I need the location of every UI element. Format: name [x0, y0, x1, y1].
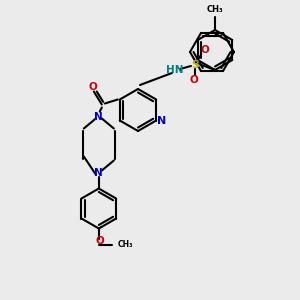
Text: CH₃: CH₃	[207, 5, 223, 14]
Text: N: N	[157, 116, 166, 125]
Text: O: O	[190, 75, 198, 85]
Text: CH₃: CH₃	[118, 240, 133, 249]
Text: O: O	[88, 82, 97, 92]
Text: N: N	[94, 167, 103, 178]
Text: O: O	[201, 45, 209, 55]
Text: O: O	[95, 236, 104, 247]
Text: N: N	[94, 112, 103, 122]
Text: S: S	[191, 60, 199, 70]
Text: HN: HN	[166, 65, 184, 75]
